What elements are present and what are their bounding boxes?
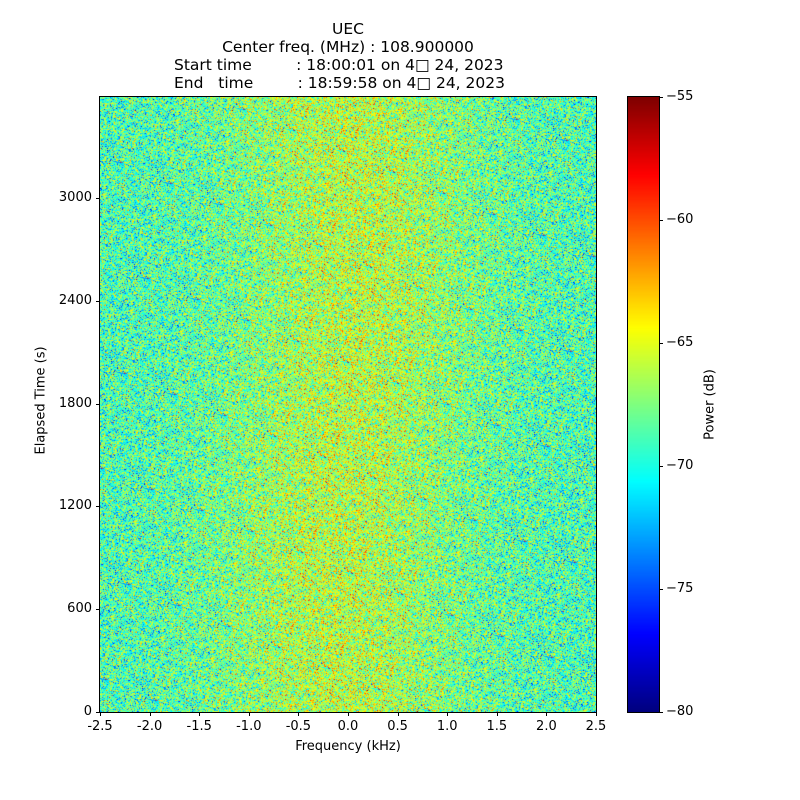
x-axis-label: Frequency (kHz) (295, 739, 401, 754)
spectrogram-image (100, 97, 596, 712)
x-tick-label: 0.5 (387, 719, 408, 734)
x-tick-mark (199, 712, 201, 716)
x-tick-mark (496, 712, 498, 716)
y-tick-label: 600 (67, 601, 92, 617)
x-tick-mark (100, 712, 101, 716)
x-tick-label: -1.0 (236, 719, 262, 734)
colorbar-tick-mark (659, 97, 663, 98)
x-tick-label: 1.5 (486, 719, 508, 734)
x-tick-mark (596, 712, 597, 716)
colorbar-tick-label: −65 (666, 335, 694, 350)
title-line-4: End time : 18:59:58 on 4□ 24, 2023 (174, 74, 505, 92)
y-tick-mark (96, 506, 100, 508)
x-tick-mark (348, 712, 349, 716)
colorbar-tick-label: −55 (666, 89, 694, 104)
y-tick-mark (96, 712, 100, 713)
x-tick-label: -2.5 (87, 719, 113, 734)
y-tick-mark (96, 403, 100, 405)
title-line-2: Center freq. (MHz) : 108.900000 (222, 38, 474, 56)
x-tick-label: 2.5 (585, 719, 607, 734)
y-tick-label: 3000 (58, 190, 92, 206)
colorbar-tick-mark (659, 220, 663, 221)
y-tick-label: 0 (83, 704, 92, 719)
spectrogram-plot (99, 96, 597, 713)
y-tick-mark (96, 300, 100, 302)
x-tick-mark (397, 712, 399, 716)
colorbar-tick-mark (659, 589, 663, 590)
colorbar-tick-mark (659, 712, 663, 713)
colorbar-gradient (628, 97, 659, 712)
y-tick-mark (96, 609, 100, 611)
x-tick-mark (298, 712, 300, 716)
colorbar (627, 96, 660, 713)
colorbar-tick-label: −60 (666, 212, 694, 227)
x-tick-label: 2.0 (536, 719, 557, 734)
y-tick-label: 2400 (58, 292, 92, 308)
x-tick-mark (248, 712, 250, 716)
colorbar-tick-label: −70 (666, 458, 694, 473)
x-tick-label: -2.0 (136, 719, 163, 734)
y-tick-mark (96, 198, 100, 200)
x-tick-mark (447, 712, 449, 716)
title-line-1: UEC (332, 20, 364, 38)
x-tick-label: -0.5 (285, 719, 312, 734)
y-tick-label: 1800 (58, 395, 92, 411)
x-tick-label: -1.5 (186, 719, 212, 734)
colorbar-tick-label: −80 (666, 704, 694, 719)
x-tick-label: 1.0 (436, 719, 458, 734)
colorbar-tick-mark (659, 343, 663, 344)
x-tick-mark (149, 712, 151, 716)
title-line-3: Start time : 18:00:01 on 4□ 24, 2023 (174, 56, 504, 74)
colorbar-tick-label: −75 (666, 581, 694, 596)
x-tick-mark (546, 712, 548, 716)
colorbar-tick-mark (659, 466, 663, 467)
x-tick-label: 0.0 (337, 719, 359, 734)
y-tick-label: 1200 (58, 498, 92, 514)
colorbar-label: Power (dB) (702, 369, 718, 440)
